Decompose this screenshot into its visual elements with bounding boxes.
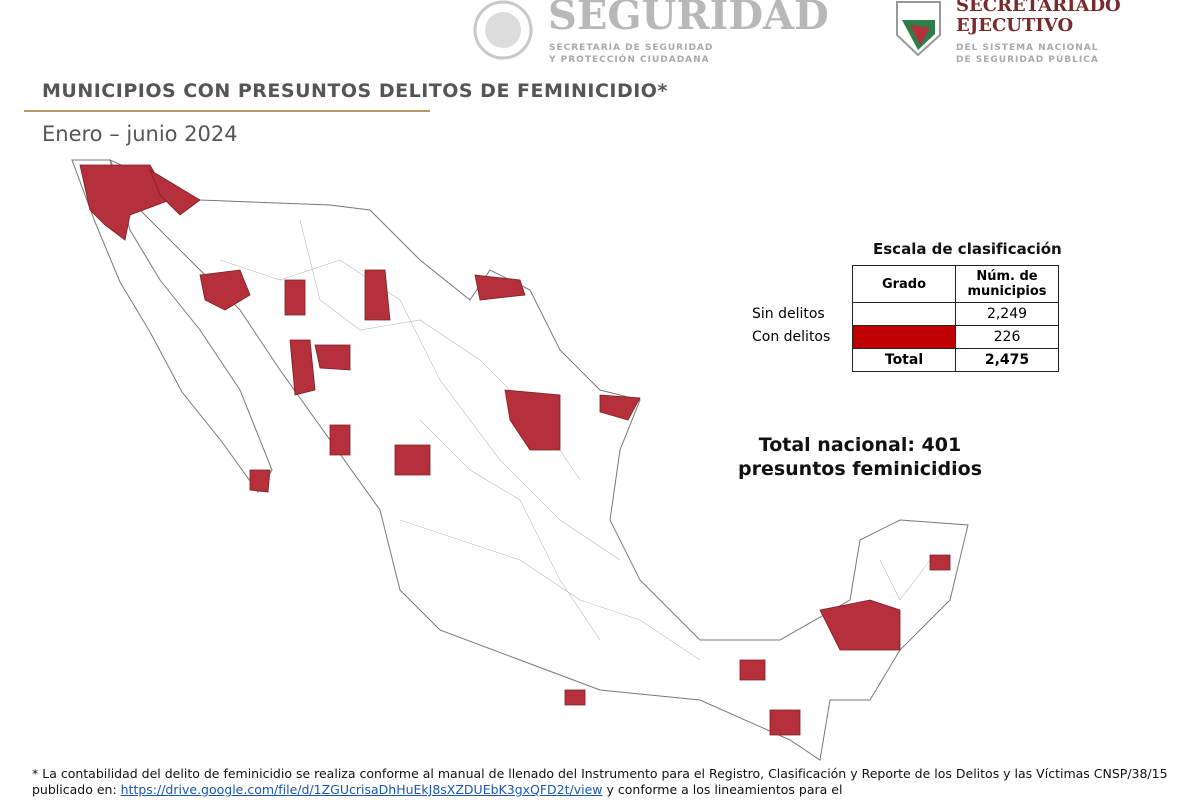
logo-line: Y PROTECCIÓN CIUDADANA <box>549 55 710 65</box>
cell <box>748 349 853 372</box>
legend-row: Sin delitos 2,249 <box>748 302 1059 326</box>
header-cell: Núm. de municipios <box>955 265 1059 303</box>
municipality <box>474 274 526 301</box>
total-note: Total nacional: 401 presuntos feminicidio… <box>700 433 1020 481</box>
municipality <box>819 599 901 651</box>
footnote-link[interactable]: https://drive.google.com/file/d/1ZGUcris… <box>120 782 603 797</box>
logo-text: SECRETARÍA DE SEGURIDAD Y PROTECCIÓN CIUD… <box>549 42 713 66</box>
mexico-map <box>71 158 969 761</box>
logo-text: DEL SISTEMA NACIONAL DE SEGURIDAD PÚBLICA <box>956 42 1099 66</box>
footnote: * La contabilidad del delito de feminici… <box>32 766 1172 798</box>
legend-header-row: Grado Núm. de municipios <box>748 265 1059 303</box>
municipality <box>329 424 351 456</box>
legend-table: Grado Núm. de municipios Sin delitos 2,2… <box>748 265 1059 372</box>
municipality <box>249 469 271 493</box>
municipality <box>929 554 951 571</box>
logo-name: SECRETARIADO EJECUTIVO <box>956 0 1121 36</box>
municipality <box>599 394 641 421</box>
title-rule <box>24 110 430 112</box>
logo-name: SEGURIDAD <box>548 0 829 39</box>
mainland <box>108 158 969 761</box>
logo-line: EJECUTIVO <box>956 15 1074 36</box>
logo-line: SECRETARIADO <box>956 0 1121 16</box>
municipality <box>289 339 316 396</box>
total-count: 2,475 <box>955 348 1059 372</box>
total-line: presuntos feminicidios <box>737 458 983 480</box>
municipality <box>314 344 351 371</box>
logo-line: SECRETARÍA DE SEGURIDAD <box>549 43 714 53</box>
legend-title: Escala de clasificación <box>873 240 1062 258</box>
total-line: Total nacional: 401 <box>758 434 962 456</box>
count-cell: 2,249 <box>955 302 1059 326</box>
municipality <box>394 444 431 476</box>
municipalities-with-crimes <box>79 164 951 736</box>
municipality <box>149 169 201 216</box>
total-label: Total <box>852 348 956 372</box>
count-cell: 226 <box>955 325 1059 349</box>
header-cell: Grado <box>852 265 956 303</box>
municipality <box>284 279 306 316</box>
row-label: Con delitos <box>752 329 831 345</box>
logo-line: DEL SISTEMA NACIONAL <box>956 43 1099 53</box>
subtitle: Enero – junio 2024 <box>42 122 238 146</box>
title: MUNICIPIOS CON PRESUNTOS DELITOS DE FEMI… <box>42 80 668 102</box>
municipality <box>199 269 251 311</box>
row-label: Sin delitos <box>752 306 825 322</box>
logo-line: DE SEGURIDAD PÚBLICA <box>956 55 1099 65</box>
legend-row: Con delitos 226 <box>748 325 1059 349</box>
municipality <box>79 164 171 241</box>
swatch <box>852 302 956 326</box>
footnote-text: y conforme a los lineamientos para el <box>602 782 843 797</box>
right-logo-emblem <box>896 1 941 57</box>
footnote-text: * La contabilidad del delito de feminici… <box>32 766 1168 797</box>
left-logo-emblem <box>473 0 533 60</box>
municipality <box>769 709 801 736</box>
municipality <box>564 689 586 706</box>
municipality <box>364 269 391 321</box>
cell <box>748 266 853 303</box>
swatch <box>852 325 956 349</box>
municipality <box>504 389 561 451</box>
municipality <box>739 659 766 681</box>
legend-total-row: Total 2,475 <box>748 348 1059 372</box>
